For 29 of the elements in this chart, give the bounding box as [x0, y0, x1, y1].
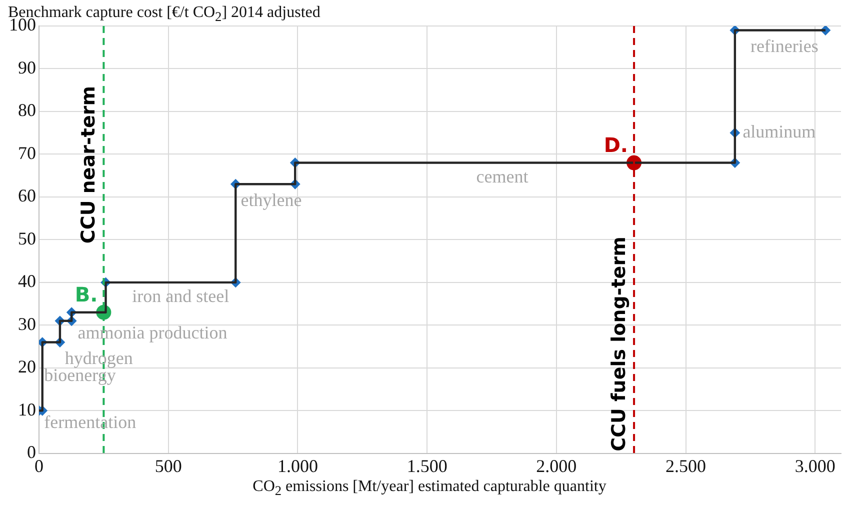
y-tick-label: 40	[18, 271, 36, 292]
x-tick-label: 500	[154, 456, 182, 476]
annotation: cement	[476, 166, 528, 186]
x-tick-label: 1.500	[406, 456, 448, 476]
y-tick-label: 50	[18, 228, 36, 248]
ref-line-label: CCU near-term	[78, 86, 100, 244]
annotation: B.	[74, 282, 98, 307]
annotation: ethylene	[240, 190, 302, 210]
annotation: hydrogen	[64, 348, 133, 368]
annotation: aluminum	[742, 122, 816, 142]
x-tick-label: 1.000	[277, 456, 318, 476]
x-tick-label: 3.000	[794, 456, 836, 476]
y-tick-label: 90	[18, 57, 36, 78]
y-tick-label: 10	[18, 399, 36, 420]
annotation: refineries	[750, 36, 818, 56]
y-tick-label: 0	[27, 442, 36, 462]
annotation: ammonia production	[78, 322, 228, 342]
y-tick-label: 30	[18, 314, 36, 334]
annotation: D.	[604, 132, 628, 157]
x-tick-label: 2.000	[536, 456, 577, 476]
y-tick-label: 60	[18, 186, 36, 206]
annotation: fermentation	[44, 412, 136, 432]
x-tick-label: 2.500	[666, 456, 706, 476]
y-tick-label: 20	[18, 356, 36, 377]
y-tick-label: 70	[18, 142, 36, 163]
annotation: iron and steel	[132, 286, 230, 306]
x-axis-title: CO$_{2}$ emissions [Mt/year] estimated capturable quantity	[252, 478, 608, 500]
ref-line-label: CCU fuels long-term	[608, 236, 630, 452]
y-tick-label: 80	[18, 100, 36, 120]
